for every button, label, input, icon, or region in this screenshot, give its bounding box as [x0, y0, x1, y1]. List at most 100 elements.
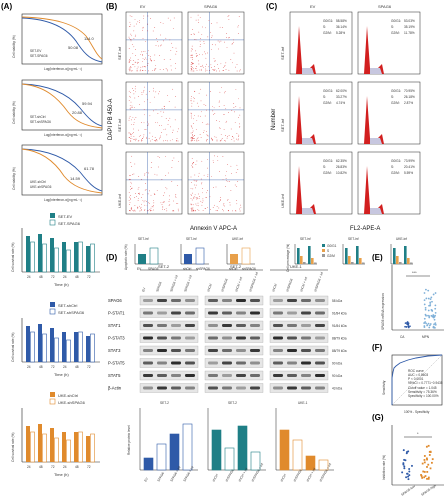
- blot-band: [143, 336, 153, 340]
- panel-a-curve-3: 61.78 14.59 UKE-shCtrl UKE-shSPAG6 Log(I…: [12, 144, 103, 202]
- blot-band: [171, 386, 181, 390]
- blot-band: [315, 324, 325, 327]
- dq-bar: [156, 443, 167, 471]
- flow-event-dot: [167, 95, 168, 97]
- flow-event-dot: [201, 202, 203, 203]
- flow-event-dot: [162, 22, 164, 24]
- flow-event-dot: [191, 59, 193, 60]
- survival-time-tick: 72: [51, 365, 55, 369]
- flow-event-dot: [131, 16, 133, 17]
- flow-event-dot: [150, 18, 151, 19]
- flow-event-dot: [152, 135, 153, 137]
- flow-event-dot: [135, 138, 137, 140]
- flow-event-dot: [198, 22, 200, 23]
- histogram-g1-peak: [296, 96, 316, 144]
- flow-event-dot: [202, 64, 203, 66]
- flow-event-dot: [143, 15, 145, 17]
- e-dot-mpn: [427, 309, 430, 312]
- flow-event-dot: [216, 210, 218, 212]
- b-row-1: SET-inf: [117, 46, 122, 60]
- flow-event-dot: [129, 133, 131, 135]
- flow-event-dot: [190, 182, 192, 184]
- survival-time-tick: 24: [63, 275, 67, 279]
- flow-event-dot: [147, 23, 149, 25]
- flow-event-dot: [229, 181, 231, 182]
- flow-event-dot: [201, 183, 202, 185]
- flow-event-dot: [222, 204, 224, 206]
- flow-event-dot: [226, 170, 227, 172]
- flow-event-dot: [196, 138, 198, 139]
- flow-event-dot: [190, 34, 192, 35]
- flow-event-dot: [224, 92, 225, 94]
- flow-event-dot: [142, 66, 144, 68]
- flow-event-dot: [205, 65, 207, 67]
- flow-event-dot: [218, 48, 219, 50]
- curve-3-xlabel: Log(Interferon-α)(ng·mL⁻¹): [44, 198, 82, 202]
- flow-event-dot: [172, 47, 174, 48]
- flow-event-dot: [192, 136, 194, 137]
- flow-event-dot: [139, 205, 140, 207]
- flow-event-dot: [196, 139, 198, 141]
- f-text-block: ROC curve AUC = 0.8603 P < 0.0001 95%CI …: [408, 369, 443, 398]
- flow-event-dot: [129, 140, 131, 142]
- flow-event-dot: [200, 137, 202, 138]
- flow-event-dot: [171, 160, 173, 161]
- flow-event-dot: [130, 119, 132, 121]
- flow-event-dot: [190, 198, 192, 199]
- g-dot-low: [408, 474, 411, 477]
- flow-event-dot: [198, 175, 199, 177]
- flow-event-dot: [136, 196, 137, 197]
- blot-band: [208, 336, 218, 340]
- flow-event-dot: [172, 129, 174, 131]
- b-bar-x-3b: shSPAG6: [242, 267, 256, 271]
- flow-event-dot: [128, 137, 130, 138]
- blot-band: [287, 299, 297, 302]
- flow-event-dot: [165, 175, 167, 176]
- cycle-stat-value: 36.14%: [336, 25, 347, 29]
- flow-event-dot: [207, 176, 209, 177]
- blot-band: [301, 374, 311, 377]
- blot-band: [315, 299, 325, 302]
- flow-event-dot: [240, 206, 242, 208]
- flow-event-dot: [143, 201, 145, 203]
- flow-event-dot: [233, 140, 235, 142]
- flow-event-dot: [191, 49, 193, 50]
- blot-band: [273, 299, 283, 302]
- flow-event-dot: [147, 15, 149, 17]
- blot-band: [157, 324, 167, 327]
- blot-membrane: [139, 320, 199, 331]
- flow-event-dot: [238, 138, 239, 140]
- surv-1-legend-a: SET-EV: [58, 214, 73, 219]
- flow-event-dot: [131, 70, 133, 72]
- e-dot-mpn: [427, 289, 430, 292]
- flow-event-dot: [131, 208, 133, 209]
- blot-band: [171, 374, 181, 377]
- g-dot-low: [407, 478, 410, 481]
- flow-event-dot: [235, 172, 237, 173]
- flow-event-dot: [130, 66, 132, 68]
- survival-bar-b: [78, 431, 83, 463]
- flow-event-dot: [190, 136, 192, 138]
- cycle-stat-label: S:: [391, 95, 394, 99]
- flow-event-dot: [143, 59, 145, 60]
- blot-band: [273, 361, 283, 365]
- cycle-stat-label: G0/G1:: [323, 89, 333, 93]
- e-dot-mpn: [433, 323, 435, 326]
- blot-band: [157, 361, 167, 365]
- cycle-stat-label: S:: [391, 165, 394, 169]
- flow-event-dot: [220, 133, 222, 135]
- flow-event-dot: [154, 140, 156, 142]
- flow-event-dot: [233, 39, 235, 41]
- survival-bar-a: [62, 332, 66, 362]
- flow-event-dot: [190, 115, 192, 117]
- flow-event-dot: [225, 175, 227, 177]
- flow-event-dot: [147, 209, 149, 211]
- flow-event-dot: [213, 204, 215, 206]
- flow-event-dot: [129, 196, 130, 198]
- flow-event-dot: [196, 55, 197, 57]
- flow-event-dot: [154, 137, 156, 139]
- flow-plot-frame: [125, 151, 183, 215]
- cycle-bar: [351, 262, 354, 264]
- flow-event-dot: [149, 190, 150, 192]
